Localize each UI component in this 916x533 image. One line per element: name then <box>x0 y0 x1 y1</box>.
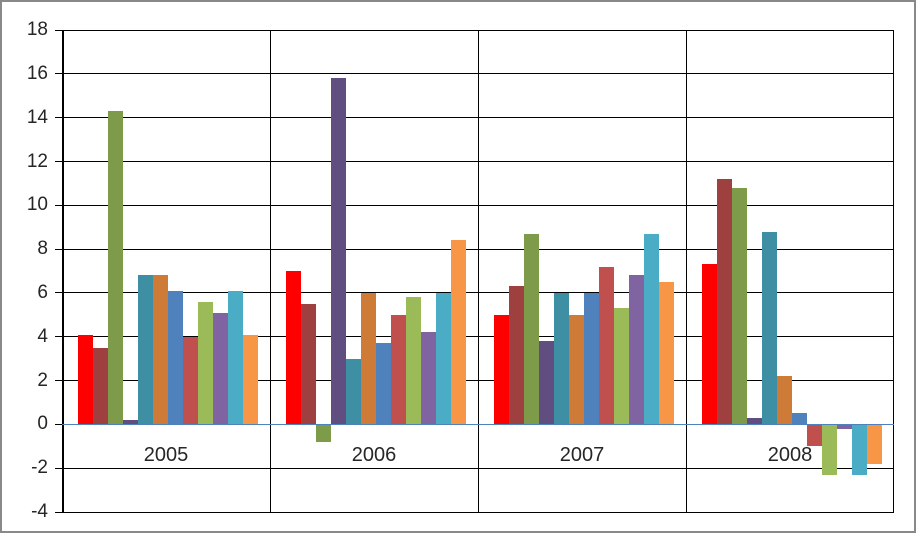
category-separator <box>686 30 687 512</box>
bar-red-2008 <box>702 264 717 425</box>
bar-olive-green-2005 <box>108 111 123 425</box>
category-label: 2007 <box>559 444 605 467</box>
y-axis-tick <box>55 248 62 250</box>
category-separator <box>478 30 479 512</box>
bar-brick-red-2005 <box>183 336 198 425</box>
bar-dark-red-2006 <box>301 303 316 425</box>
y-axis-tick-label: -2 <box>31 457 48 479</box>
y-axis-tick-label: 16 <box>26 62 48 84</box>
bar-dark-red-2008 <box>717 179 732 425</box>
bar-blue-2008 <box>792 413 807 425</box>
bar-purple-2006 <box>421 332 436 425</box>
bar-light-orange-2007 <box>659 282 674 425</box>
y-axis-tick <box>55 29 62 31</box>
y-axis-tick <box>55 117 62 119</box>
bar-cyan-2006 <box>436 292 451 425</box>
category-label: 2008 <box>767 444 813 467</box>
x-axis-line <box>62 423 894 426</box>
bar-brick-red-2006 <box>391 314 406 425</box>
bar-dark-orange-2006 <box>361 292 376 425</box>
bar-red-2005 <box>78 334 93 425</box>
y-axis-tick <box>55 204 62 206</box>
y-axis-tick-label: 2 <box>37 369 48 391</box>
y-axis-line <box>62 30 64 512</box>
y-axis-tick <box>55 380 62 381</box>
bar-blue-2007 <box>584 292 599 425</box>
y-axis-tick-label: -4 <box>31 501 48 522</box>
bar-dark-purple-2006 <box>331 78 346 425</box>
bar-cyan-2005 <box>228 290 243 425</box>
bar-dark-orange-2008 <box>777 376 792 425</box>
y-axis-tick-label: 18 <box>26 19 48 40</box>
category-label: 2005 <box>143 444 189 467</box>
bar-olive-green-2006 <box>316 424 331 442</box>
category-label: 2006 <box>351 444 397 467</box>
bar-dark-red-2005 <box>93 347 108 425</box>
y-axis-tick-label: 12 <box>26 150 48 172</box>
bar-dark-orange-2007 <box>569 314 584 425</box>
bar-red-2007 <box>494 314 509 425</box>
bar-light-green-2005 <box>198 301 213 425</box>
bar-teal-2005 <box>138 275 153 425</box>
bar-dark-purple-2005 <box>123 420 138 425</box>
gridline-h <box>62 511 894 513</box>
y-axis-tick-label: 0 <box>37 413 48 435</box>
bar-dark-purple-2008 <box>747 417 762 425</box>
bar-light-orange-2008 <box>867 424 882 464</box>
y-axis-tick <box>55 423 62 425</box>
bar-brick-red-2007 <box>599 266 614 425</box>
bar-light-green-2007 <box>614 308 629 425</box>
bar-teal-2006 <box>346 358 361 425</box>
bar-blue-2006 <box>376 343 391 425</box>
bar-light-green-2006 <box>406 297 421 425</box>
y-axis-tick-label: 14 <box>26 106 48 128</box>
y-axis-tick-label: 4 <box>37 325 48 347</box>
bar-light-green-2008 <box>822 424 837 475</box>
bar-purple-2008 <box>837 424 852 429</box>
bar-teal-2007 <box>554 292 569 425</box>
bar-cyan-2008 <box>852 424 867 475</box>
bar-olive-green-2007 <box>524 233 539 425</box>
bar-dark-red-2007 <box>509 286 524 425</box>
bar-light-orange-2005 <box>243 334 258 425</box>
y-axis-tick <box>55 161 62 162</box>
bar-purple-2007 <box>629 275 644 425</box>
bar-cyan-2007 <box>644 233 659 425</box>
bar-teal-2008 <box>762 231 777 425</box>
bar-light-orange-2006 <box>451 240 466 425</box>
category-separator <box>893 30 894 512</box>
category-separator <box>270 30 271 512</box>
y-axis-tick <box>55 467 62 469</box>
bar-blue-2005 <box>168 290 183 425</box>
bar-purple-2005 <box>213 312 228 425</box>
y-axis-tick-label: 8 <box>37 238 48 260</box>
bar-olive-green-2008 <box>732 187 747 425</box>
bar-dark-orange-2005 <box>153 275 168 425</box>
bar-red-2006 <box>286 271 301 425</box>
y-axis-tick <box>55 292 62 294</box>
y-axis-tick <box>55 511 62 513</box>
y-axis-tick <box>55 336 62 338</box>
y-axis-tick <box>55 73 62 75</box>
bar-dark-purple-2007 <box>539 341 554 425</box>
plot-area: 2005 2006 2007 2008 <box>62 29 894 513</box>
y-axis-tick-label: 6 <box>37 281 48 303</box>
bar-brick-red-2008 <box>807 424 822 447</box>
y-axis-tick-label: 10 <box>26 194 48 216</box>
